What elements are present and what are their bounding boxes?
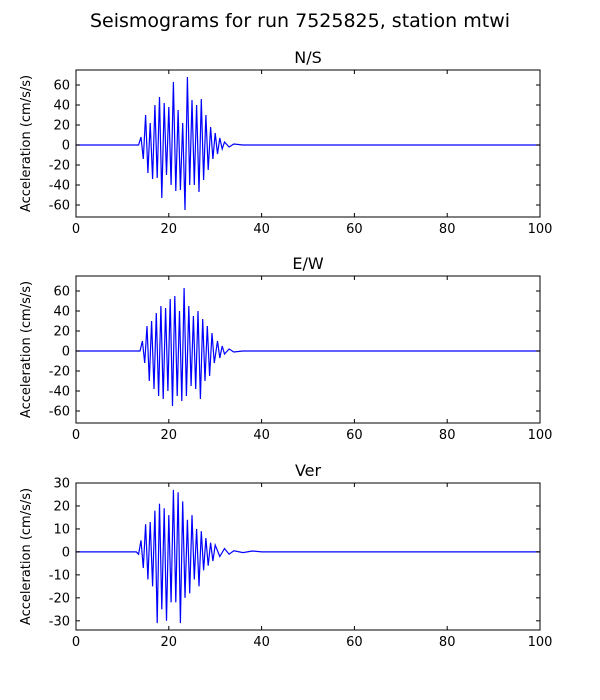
chart-panel: 0 20 40 60 80 100 -60 -40 -20 0 20 40 60 E/W Accelerat… [19,254,552,443]
x-tick-label: 40 [253,428,270,443]
panel-title: N/S [294,48,322,67]
y-axis-label: Acceleration (cm/s/s) [19,75,34,212]
x-tick-label: 100 [528,428,553,443]
x-tick-label: 0 [72,635,80,650]
x-tick-label: 40 [253,635,270,650]
y-tick-label: 60 [53,79,70,94]
y-tick-label: -20 [49,365,70,380]
x-tick-label: 60 [346,428,363,443]
x-tick-label: 0 [72,428,80,443]
x-tick-label: 100 [528,222,553,237]
y-tick-label: 0 [62,139,70,154]
x-tick-label: 80 [439,222,456,237]
y-axis-label: Acceleration (cm/s/s) [19,281,34,418]
y-tick-label: 0 [62,545,70,560]
x-tick-label: 0 [72,222,80,237]
y-tick-label: -10 [49,568,70,583]
y-tick-label: 20 [53,325,70,340]
figure-title: Seismograms for run 7525825, station mtw… [89,10,511,32]
x-tick-label: 80 [439,428,456,443]
y-tick-label: 40 [53,99,70,114]
y-tick-label: -20 [49,159,70,174]
x-tick-label: 20 [161,635,178,650]
y-tick-label: 0 [62,345,70,360]
y-tick-label: 60 [53,285,70,300]
x-tick-label: 40 [253,222,270,237]
x-tick-label: 20 [161,222,178,237]
series-line [76,76,540,211]
x-tick-label: 100 [528,635,553,650]
y-tick-label: -60 [49,405,70,420]
chart-panel: 0 20 40 60 80 100 -30 -20 -10 0 10 20 30 Ver Accelerat… [19,461,552,650]
x-tick-label: 20 [161,428,178,443]
y-axis-label: Acceleration (cm/s/s) [19,488,34,625]
y-tick-label: -20 [49,591,70,606]
panel-title: E/W [292,254,324,273]
x-tick-label: 60 [346,222,363,237]
x-tick-label: 60 [346,635,363,650]
y-tick-label: -30 [49,614,70,629]
chart-panel: 0 20 40 60 80 100 -60 -40 -20 0 20 40 60 N/S Accelerat… [19,48,552,237]
x-tick-label: 80 [439,635,456,650]
axes-frame [75,275,541,424]
series-line [76,489,540,624]
axes-frame [75,69,541,218]
y-tick-label: 20 [53,119,70,134]
y-tick-label: -40 [49,385,70,400]
y-tick-label: 40 [53,305,70,320]
series-line [76,287,540,407]
y-tick-label: 20 [53,499,70,514]
y-tick-label: 30 [53,477,70,492]
axes-frame [75,482,541,631]
y-tick-label: 10 [53,522,70,537]
panel-title: Ver [295,461,322,480]
y-tick-label: -40 [49,179,70,194]
y-tick-label: -60 [49,199,70,214]
